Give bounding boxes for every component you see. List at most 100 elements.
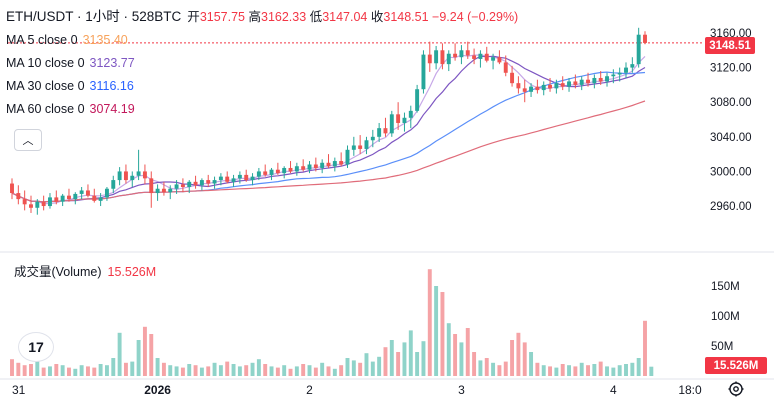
chevron-up-icon: ︿ [22, 135, 34, 147]
volume-bar [231, 364, 236, 376]
candle-body [136, 171, 141, 176]
volume-bar [389, 340, 394, 376]
candle-body [41, 201, 46, 207]
candle-body [10, 183, 14, 194]
candle-body [332, 161, 337, 167]
tradingview-logo[interactable]: 17 [18, 332, 54, 362]
candle [605, 72, 609, 87]
candle [111, 175, 116, 194]
candle-body [161, 188, 166, 193]
candle-body [313, 164, 318, 168]
candle [313, 157, 318, 172]
candle-body [60, 195, 65, 202]
volume-bar [326, 366, 331, 376]
candle-body [29, 204, 33, 208]
volume-bar [529, 352, 534, 376]
volume-bar [332, 368, 337, 376]
gear-icon[interactable] [727, 380, 745, 398]
candle-body [48, 197, 52, 207]
time-tick-label: 2 [306, 383, 313, 397]
candle [10, 178, 14, 200]
volume-bar [434, 286, 439, 376]
candle [573, 74, 578, 89]
candle [35, 199, 40, 215]
volume-bar [560, 364, 565, 376]
volume-bar [421, 341, 426, 376]
volume-bar [465, 328, 470, 376]
candle-body [282, 167, 287, 174]
candle [256, 167, 261, 181]
candle [104, 187, 109, 201]
volume-tick-label: 50M [711, 341, 733, 353]
volume-bar [269, 366, 274, 376]
volume-bar [111, 358, 116, 376]
volume-bar [484, 358, 489, 376]
volume-bar [617, 365, 622, 376]
candle [161, 181, 166, 196]
candle-body [453, 53, 458, 58]
volume-bar [193, 365, 198, 376]
grid-layer [0, 42, 774, 380]
volume-bar [29, 364, 33, 376]
candle-body [377, 128, 382, 137]
candle [484, 46, 489, 63]
volume-bar [168, 365, 173, 376]
candle-body [472, 55, 477, 59]
candle [370, 129, 375, 148]
volume-tick-label: 100M [711, 311, 740, 323]
ma10-legend[interactable]: MA 10 close 0 3123.77 [6, 56, 135, 70]
volume-bar [218, 365, 223, 376]
volume-bar [92, 367, 97, 376]
candle [510, 65, 515, 87]
volume-value: 15.526M [107, 265, 157, 279]
candle [206, 174, 211, 188]
candle-body [592, 77, 597, 84]
candle-body [54, 197, 59, 202]
candle-body [320, 162, 325, 168]
candle [263, 164, 268, 177]
volume-legend[interactable]: 成交量(Volume) 15.526M [14, 265, 157, 279]
candle [541, 81, 546, 96]
legend-collapse-button[interactable]: ︿ [14, 129, 42, 151]
volume-bar [497, 365, 502, 376]
time-tick-label: 3 [458, 383, 465, 397]
candle-body [307, 164, 312, 170]
volume-bar [54, 364, 59, 376]
candle [491, 53, 496, 70]
volume-bar [630, 362, 635, 376]
volume-bar [339, 365, 344, 376]
candle-body [617, 72, 622, 75]
volume-bar [130, 361, 135, 376]
volume-bar [73, 368, 78, 376]
candle-body [142, 171, 147, 179]
candle-body [326, 162, 331, 167]
candle [142, 164, 147, 185]
candle-body [459, 50, 464, 58]
candle-body [554, 83, 559, 89]
candle-body [516, 83, 521, 89]
volume-bar [104, 365, 109, 376]
volume-bar [510, 340, 515, 376]
candle-body [263, 171, 268, 175]
symbol-title[interactable]: ETH/USDT · 1小时 · 528BTC [6, 9, 182, 24]
volume-bar [10, 359, 14, 376]
ma60-legend[interactable]: MA 60 close 0 3074.19 [6, 102, 135, 116]
candle-body [402, 117, 407, 123]
candle-body [579, 79, 584, 85]
volume-bar [605, 366, 609, 376]
candle-body [149, 178, 154, 194]
candle-body [123, 171, 128, 181]
candle [225, 171, 230, 184]
candle [48, 193, 52, 209]
volume-bar [573, 366, 578, 376]
ma30-legend[interactable]: MA 30 close 0 3116.16 [6, 79, 134, 93]
candle [307, 161, 312, 174]
candle [522, 79, 527, 103]
candle [364, 136, 369, 155]
candle [402, 112, 407, 132]
volume-bar [636, 358, 641, 376]
ma5-legend[interactable]: MA 5 close 0 3135.40 [6, 33, 128, 47]
volume-bar [554, 367, 559, 376]
